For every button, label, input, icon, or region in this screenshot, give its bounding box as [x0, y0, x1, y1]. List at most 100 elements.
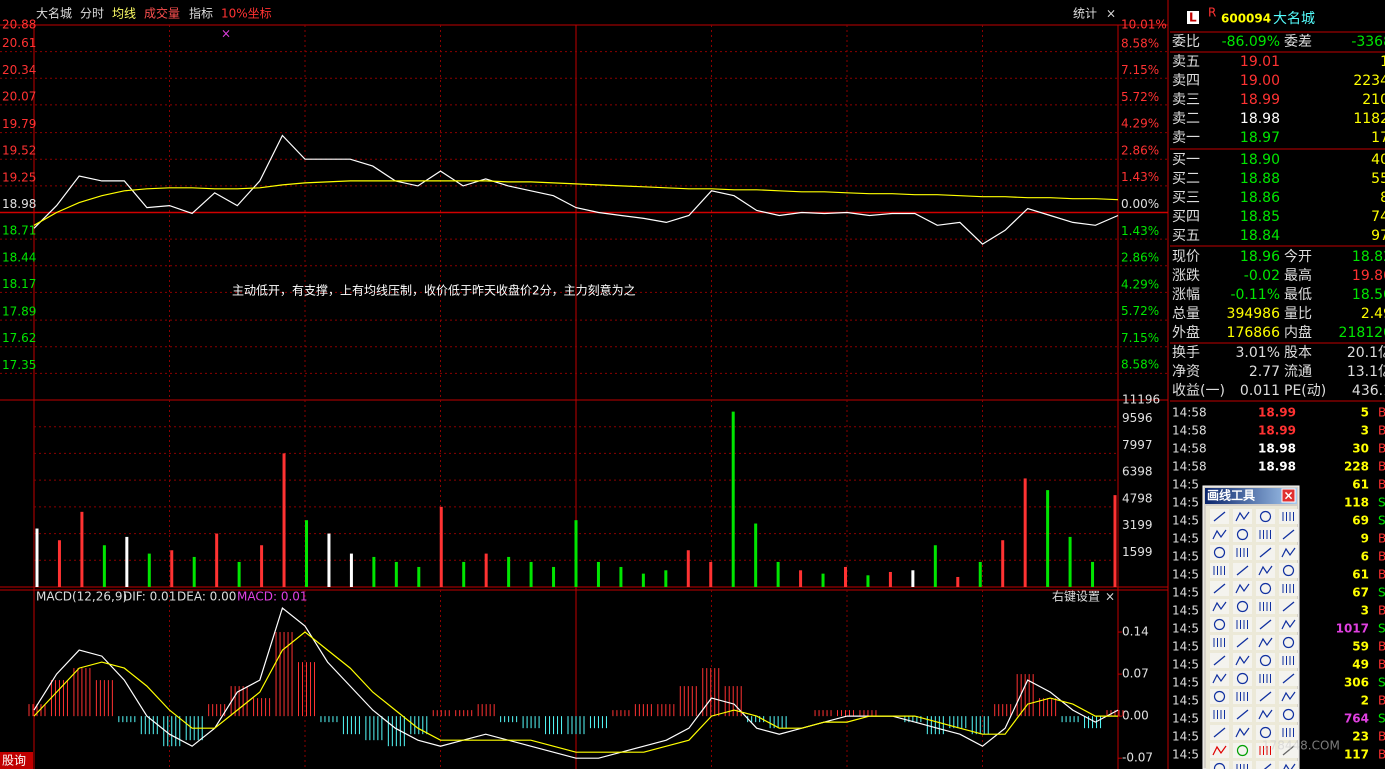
trade-side: S — [1378, 586, 1385, 600]
toolbar-item[interactable]: 均线 — [112, 7, 136, 21]
tool-button[interactable] — [1210, 761, 1229, 769]
close-button[interactable]: × — [1105, 590, 1115, 604]
volume-bar — [462, 561, 466, 587]
tool-button[interactable] — [1210, 545, 1229, 560]
volume-bar — [641, 573, 645, 587]
trade-volume: 228 — [1344, 460, 1369, 474]
tool-button[interactable] — [1233, 545, 1252, 560]
tool-button[interactable] — [1256, 581, 1275, 596]
settings-button[interactable]: 右键设置 — [1052, 589, 1100, 604]
drawing-tools[interactable]: 画线工具 × 178448.COM — [1202, 485, 1340, 769]
tool-button[interactable] — [1279, 581, 1298, 596]
tool-button[interactable] — [1256, 725, 1275, 740]
tool-button[interactable] — [1210, 635, 1229, 650]
tool-icon — [1281, 691, 1296, 702]
tool-button[interactable] — [1233, 599, 1252, 614]
tool-icon — [1283, 763, 1296, 769]
toolbar-item[interactable]: 分时 — [80, 7, 104, 21]
volume-bar — [102, 545, 106, 587]
volume-bar — [192, 556, 196, 587]
tool-button[interactable] — [1210, 689, 1229, 704]
y-tick-label: 4798 — [1122, 491, 1153, 505]
logo-box — [1187, 11, 1199, 24]
tool-button[interactable] — [1210, 707, 1229, 722]
y-tick-label: 0.00 — [1122, 709, 1149, 723]
trade-side: B — [1378, 604, 1385, 618]
tool-icon — [1259, 547, 1272, 558]
trade-time: 14:5 — [1172, 730, 1199, 744]
toolbar-item[interactable]: 指标 — [189, 6, 213, 21]
tab[interactable] — [0, 752, 33, 769]
stat-value: 394986 — [1227, 306, 1281, 322]
tool-button[interactable] — [1279, 653, 1298, 668]
trade-volume: 118 — [1344, 496, 1369, 510]
toolbar-item[interactable]: 成交量 — [144, 6, 180, 21]
tool-button[interactable] — [1256, 527, 1275, 542]
volume-bar — [731, 411, 735, 587]
tool-button[interactable] — [1210, 563, 1229, 578]
trade-volume: 23 — [1352, 730, 1369, 744]
tool-button[interactable] — [1233, 617, 1252, 632]
volume-bar — [417, 566, 421, 587]
popup-titlebar — [1205, 488, 1297, 504]
tool-icon — [1258, 565, 1273, 576]
trade-side: S — [1378, 622, 1385, 636]
trade-volume: 3 — [1361, 604, 1369, 618]
tool-button[interactable] — [1256, 599, 1275, 614]
book-volume: 97 — [1371, 228, 1385, 244]
tool-button[interactable] — [1233, 761, 1252, 769]
toolbar-item[interactable]: 10%坐标 — [221, 7, 272, 21]
y2-tick-label: 5.72% — [1121, 304, 1159, 318]
tool-icon — [1281, 547, 1296, 558]
tab-label[interactable]: 股询 — [2, 754, 26, 768]
tool-button[interactable] — [1279, 761, 1298, 769]
tool-button[interactable] — [1256, 761, 1275, 769]
stat-value: 20.1亿 — [1347, 345, 1385, 361]
tool-button[interactable] — [1256, 671, 1275, 686]
book-label: 买二 — [1172, 171, 1200, 187]
tool-button[interactable] — [1210, 617, 1229, 632]
trade-volume: 1017 — [1336, 622, 1369, 636]
trade-side: B — [1378, 478, 1385, 492]
stat-label: 最低 — [1284, 287, 1312, 303]
label: 委比 — [1172, 34, 1200, 50]
book-price: 18.90 — [1240, 152, 1280, 168]
volume-bar — [933, 545, 937, 587]
book-price: 19.00 — [1240, 73, 1280, 89]
tool-icon — [1213, 618, 1226, 631]
popup-close-box[interactable] — [1281, 488, 1296, 503]
stat-value: 18.96 — [1240, 249, 1280, 265]
y-tick-label: 6398 — [1122, 465, 1153, 479]
stat-value: 2.49 — [1361, 306, 1385, 322]
book-price: 18.97 — [1240, 130, 1280, 146]
stat-value: -0.02 — [1244, 268, 1280, 284]
book-volume: 55 — [1371, 171, 1385, 187]
trade-time: 14:5 — [1172, 748, 1199, 762]
tool-icon — [1235, 727, 1250, 738]
close-button[interactable]: × — [1106, 7, 1116, 21]
tool-button[interactable] — [1279, 563, 1298, 578]
tool-button[interactable] — [1233, 743, 1252, 758]
trade-time: 14:5 — [1172, 550, 1199, 564]
stat-value: -0.11% — [1230, 287, 1280, 303]
tool-button[interactable] — [1279, 509, 1298, 524]
stat-label: 总量 — [1172, 306, 1200, 322]
stat-label: 股本 — [1284, 345, 1312, 361]
y2-tick-label: 2.86% — [1121, 251, 1159, 265]
tool-button[interactable] — [1256, 653, 1275, 668]
tool-button[interactable] — [1233, 527, 1252, 542]
y-tick-label: 19.52 — [2, 144, 36, 158]
stat-label: 现价 — [1172, 249, 1200, 265]
tool-button[interactable] — [1256, 509, 1275, 524]
popup-close[interactable]: × — [1283, 489, 1293, 503]
tool-button[interactable] — [1279, 707, 1298, 722]
trade-time: 14:5 — [1172, 514, 1199, 528]
tool-button[interactable] — [1233, 689, 1252, 704]
trade-time: 14:5 — [1172, 586, 1199, 600]
tool-button[interactable] — [1279, 635, 1298, 650]
volume-bar — [799, 570, 803, 587]
tool-icon — [1282, 636, 1295, 649]
stats-button[interactable]: 统计 — [1073, 7, 1097, 21]
tool-button[interactable] — [1233, 671, 1252, 686]
tool-icon — [1259, 582, 1272, 595]
